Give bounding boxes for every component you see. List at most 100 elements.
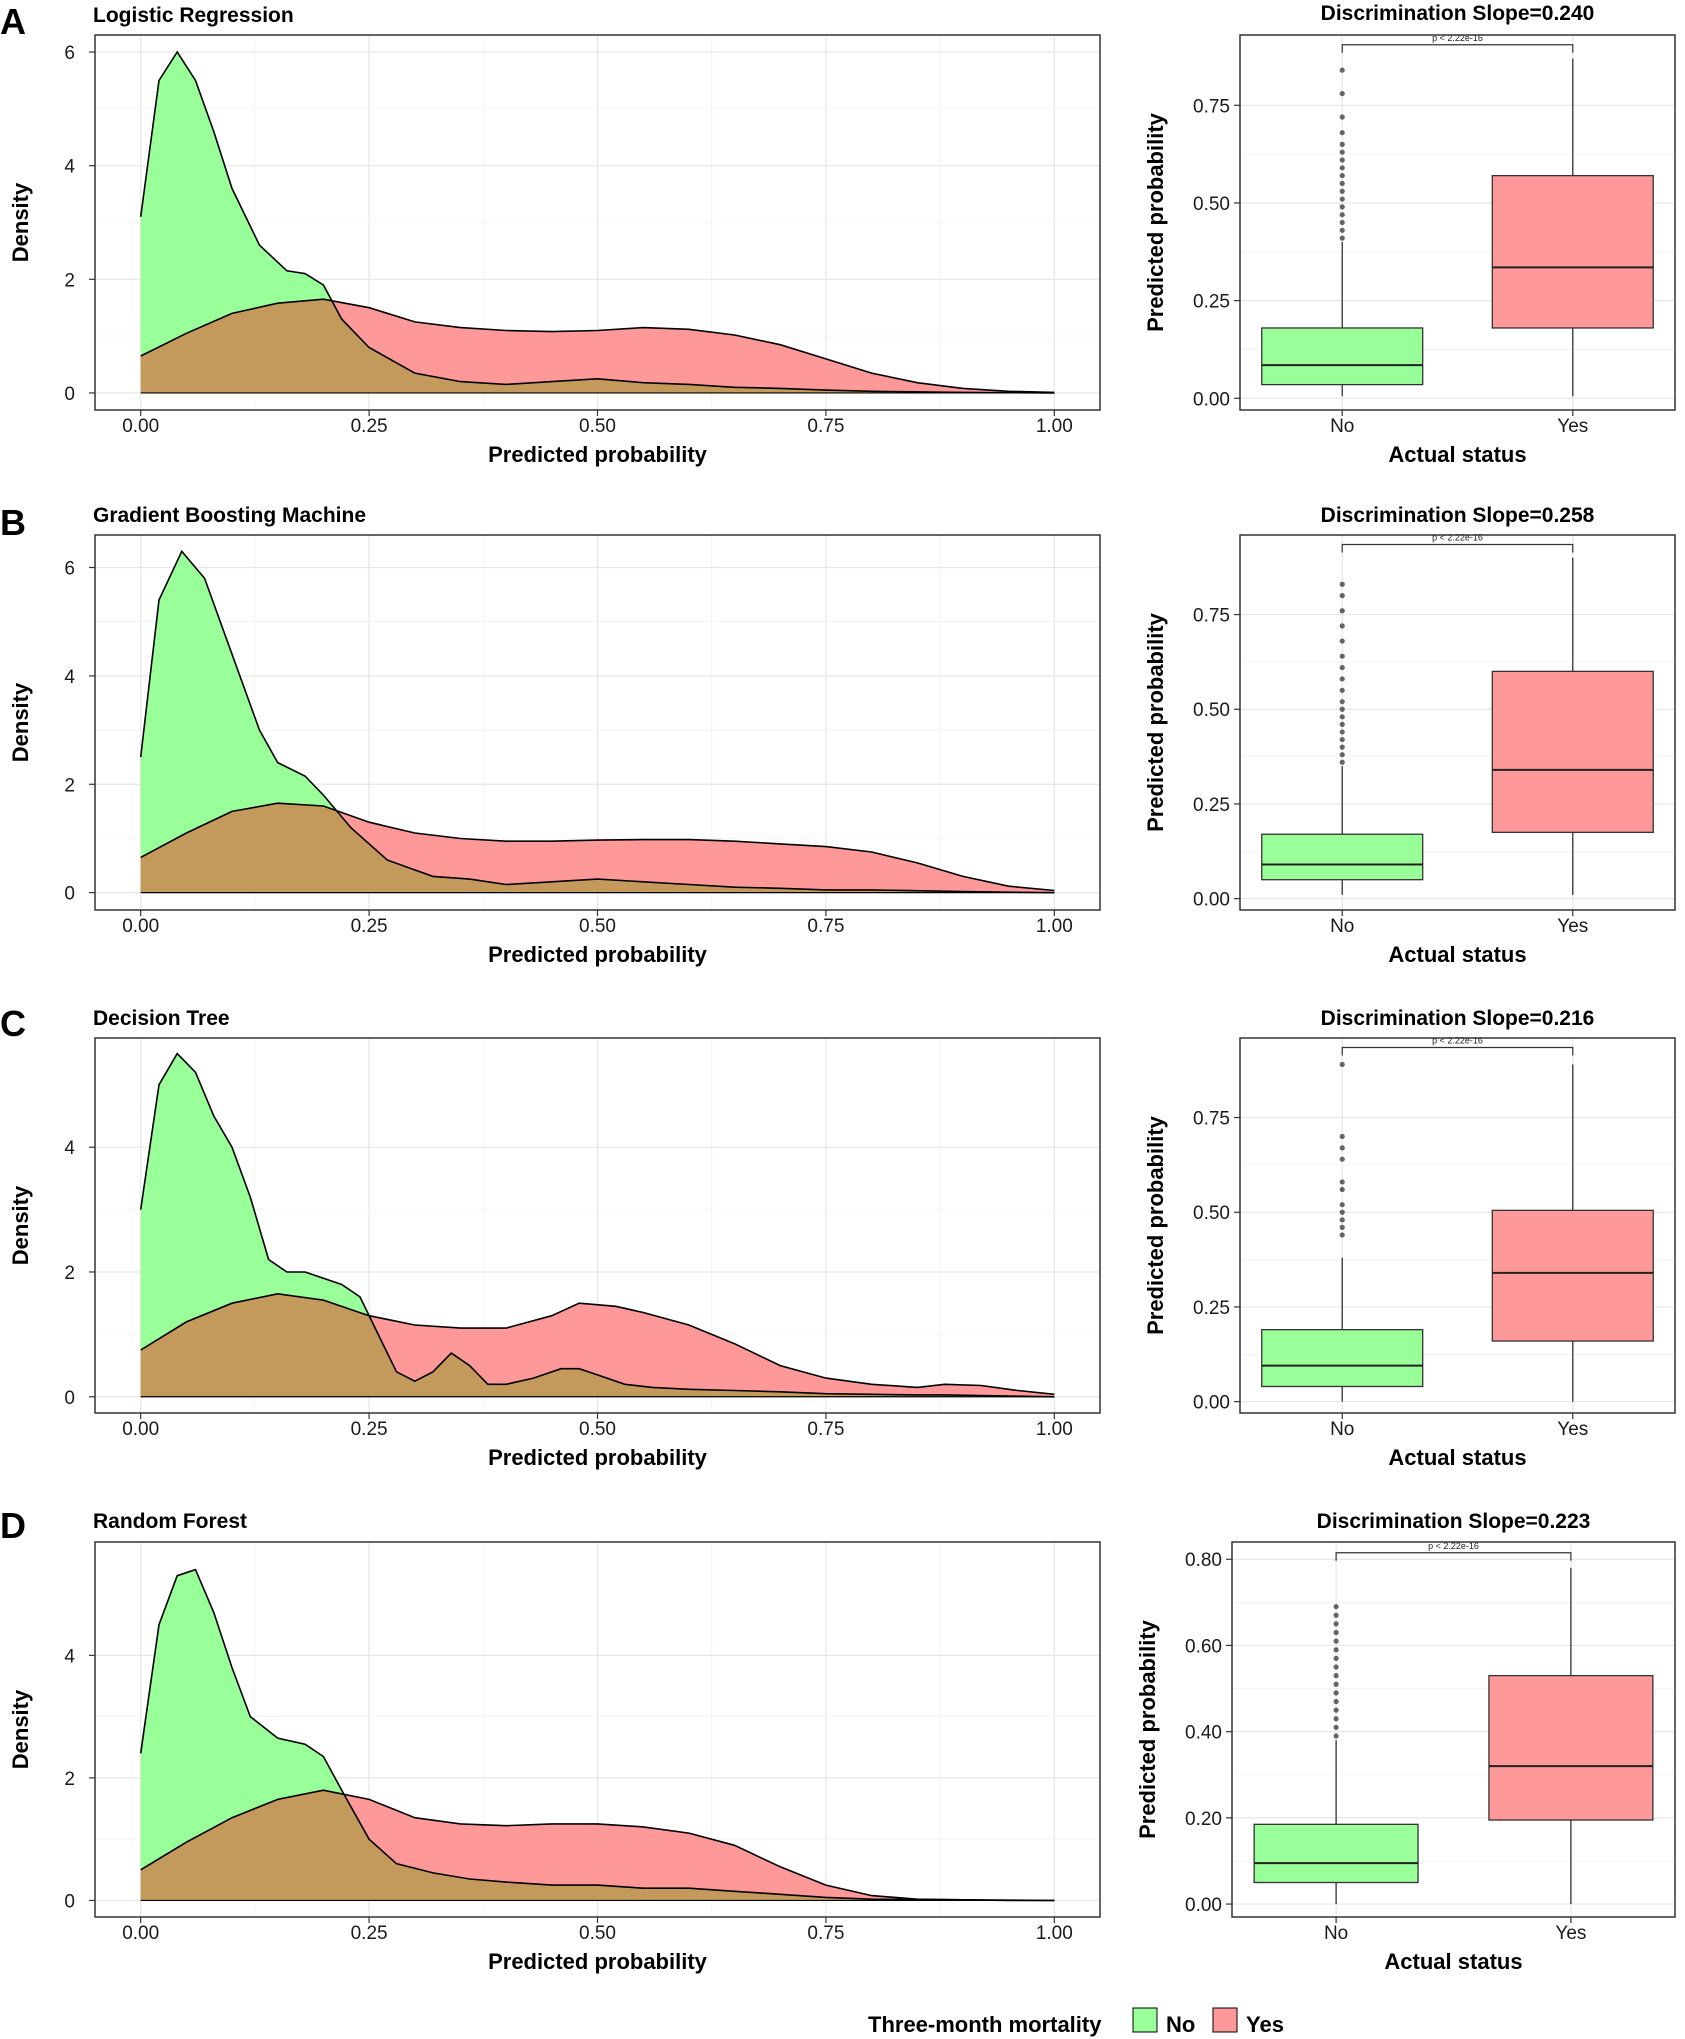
x-tick-label: 0.75: [807, 1923, 844, 1944]
panel-letter-b: B: [0, 502, 26, 543]
outlier-point: [1339, 638, 1345, 644]
box-plot-decision-tree: p < 2.22e-16 0.00 0.25 0.50 0.75 No Yes Discrim…: [1143, 1007, 1676, 1470]
outlier-point: [1333, 1655, 1339, 1661]
legend-label-yes: Yes: [1246, 2012, 1284, 2037]
outlier-point: [1339, 676, 1345, 682]
x-tick-label-yes: Yes: [1557, 916, 1588, 937]
y-tick-label: 0.40: [1185, 1723, 1222, 1744]
outlier-point: [1333, 1698, 1339, 1705]
legend-swatch-yes: [1212, 2007, 1238, 2033]
outlier-point: [1339, 1179, 1345, 1185]
y-tick-label: 0.75: [1193, 606, 1230, 627]
outlier-point: [1339, 165, 1345, 171]
y-tick-label: 4: [64, 1138, 75, 1159]
x-tick-label-no: No: [1330, 416, 1354, 437]
outlier-point: [1333, 1664, 1339, 1670]
x-tick-label: 0.25: [351, 916, 388, 937]
significance-bracket: [1341, 44, 1574, 53]
box-yes: [1491, 670, 1654, 833]
y-tick-label: 6: [64, 559, 75, 580]
legend-swatch-no: [1132, 2007, 1158, 2033]
x-tick-label: 1.00: [1036, 416, 1073, 437]
density-area-overlap: [140, 299, 1055, 393]
chart-title-decision-tree: Decision Tree: [93, 1007, 230, 1030]
outlier-point: [1339, 1232, 1345, 1238]
y-axis-label: Predicted probability: [1143, 612, 1168, 832]
x-tick-label: 0.75: [807, 916, 844, 937]
y-tick-label: 0.00: [1193, 389, 1230, 410]
y-tick-label: 0.50: [1193, 1203, 1230, 1224]
x-tick-label-yes: Yes: [1555, 1923, 1586, 1944]
outlier-point: [1339, 759, 1345, 765]
x-axis-label: Actual status: [1388, 442, 1526, 467]
x-tick-label: 0.50: [579, 1419, 616, 1440]
x-tick-label: 0.25: [351, 416, 388, 437]
outlier-point: [1333, 1629, 1339, 1636]
outlier-point: [1333, 1612, 1339, 1618]
outlier-point: [1339, 687, 1345, 693]
x-tick-label: 0.25: [351, 1923, 388, 1944]
outlier-point: [1339, 1061, 1345, 1068]
density-plot-decision-tree: 0.00 0.25 0.50 0.75 1.00 0 2 4 Decision Tree Pred…: [8, 1007, 1101, 1470]
x-tick-label: 0.00: [122, 916, 159, 937]
y-tick-label: 2: [64, 1263, 75, 1284]
y-tick-label: 2: [64, 775, 75, 796]
outlier-point: [1333, 1621, 1339, 1627]
density-line-yes: [140, 298, 1055, 394]
y-tick-label: 4: [64, 157, 75, 178]
x-tick-label-no: No: [1330, 916, 1354, 937]
x-tick-label-yes: Yes: [1557, 416, 1588, 437]
outlier-point: [1339, 1156, 1345, 1162]
legend-title: Three-month mortality: [868, 2012, 1102, 2037]
x-tick-label-no: No: [1324, 1923, 1348, 1944]
x-axis-label: Predicted probability: [488, 1445, 708, 1470]
y-tick-label: 0.80: [1185, 1550, 1222, 1571]
x-tick-label: 0.00: [122, 416, 159, 437]
outlier-point: [1339, 714, 1345, 720]
x-axis-label: Actual status: [1388, 942, 1526, 967]
y-tick-label: 0: [64, 1891, 75, 1912]
discrimination-slope-title: Discrimination Slope=0.258: [1321, 504, 1595, 527]
box-yes: [1491, 174, 1654, 329]
box-plot-gradient-boosting: p < 2.22e-16 0.00 0.25 0.50 0.75 No Yes Discrim…: [1143, 504, 1676, 967]
x-tick-label-no: No: [1330, 1419, 1354, 1440]
y-tick-label: 0.00: [1185, 1895, 1222, 1916]
outlier-point: [1333, 1647, 1339, 1653]
density-line-no: [139, 1568, 1055, 1902]
outlier-point: [1339, 1186, 1345, 1193]
y-tick-label: 0.50: [1193, 700, 1230, 721]
outlier-point: [1339, 1209, 1345, 1215]
p-value-annotation: p < 2.22e-16: [1432, 33, 1483, 43]
density-area-overlap: [140, 803, 1055, 893]
plot-border: [1231, 1541, 1676, 1918]
outlier-point: [1339, 623, 1345, 629]
x-tick-label: 0.50: [579, 416, 616, 437]
density-line-no: [139, 50, 1055, 394]
plot-border: [1239, 34, 1676, 411]
outlier-point: [1339, 581, 1345, 587]
y-tick-label: 0.20: [1185, 1809, 1222, 1830]
density-plot-logistic-regression: 0.00 0.25 0.50 0.75 1.00 0 2 4 6 Logistic Regress…: [8, 4, 1101, 467]
outlier-point: [1339, 141, 1345, 147]
outlier-point: [1339, 1133, 1345, 1140]
p-value-annotation: p < 2.22e-16: [1432, 1035, 1483, 1045]
significance-bracket: [1335, 1552, 1572, 1561]
outlier-point: [1339, 130, 1345, 136]
outlier-point: [1339, 1145, 1345, 1151]
panel-letter-d: D: [0, 1505, 26, 1546]
y-tick-label: 0.60: [1185, 1636, 1222, 1657]
density-line-no: [139, 1052, 1055, 1398]
box-yes: [1488, 1674, 1654, 1821]
outlier-point: [1339, 188, 1345, 194]
y-tick-label: 4: [64, 667, 75, 688]
outlier-point: [1339, 744, 1345, 750]
y-tick-label: 0: [64, 384, 75, 405]
y-tick-label: 2: [64, 270, 75, 291]
outlier-point: [1339, 227, 1345, 233]
x-axis-label: Predicted probability: [488, 942, 708, 967]
outlier-point: [1339, 90, 1345, 97]
x-axis-label: Predicted probability: [488, 1949, 708, 1974]
y-tick-label: 0.75: [1193, 96, 1230, 117]
outlier-point: [1333, 1638, 1339, 1644]
